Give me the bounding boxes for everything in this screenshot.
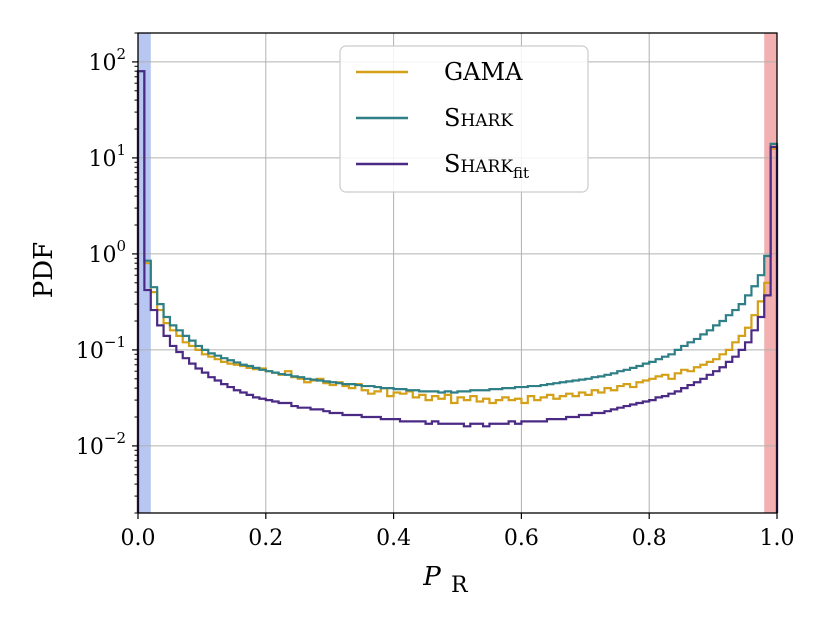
series-line-shark-fit: [136, 70, 779, 513]
y-tick-label: 10−1: [76, 333, 126, 364]
axis-ticks: 0.0 0.2 0.4 0.6 0.8 1.0 10−2 10−1 100 101 102: [76, 32, 795, 551]
legend-box: [339, 45, 589, 193]
plot-frame: [137, 32, 778, 514]
y-tick-label: 101: [88, 141, 126, 172]
legend-label-gama: GAMA: [444, 58, 523, 86]
legend-label-shark: Shark: [444, 104, 513, 132]
y-tick-label: 100: [88, 237, 126, 268]
series-line-shark: [136, 70, 779, 513]
x-axis-label-subscript: R: [451, 573, 469, 598]
x-tick-label: 0.6: [504, 526, 539, 551]
x-axis-label: P R: [422, 562, 469, 598]
legend-label-shark-fit: Sharkfit: [444, 150, 529, 182]
x-tick-label: 0.0: [121, 526, 156, 551]
y-tick-label: 102: [88, 45, 126, 76]
x-tick-label: 1.0: [760, 526, 795, 551]
x-tick-label: 0.4: [376, 526, 411, 551]
x-tick-label: 0.8: [632, 526, 667, 551]
x-axis-label-main: P: [422, 562, 441, 592]
histogram-series: [136, 70, 779, 513]
y-axis-label: PDF: [29, 242, 59, 298]
series-line-gama: [136, 70, 779, 513]
y-tick-label: 10−2: [76, 429, 126, 460]
x-tick-label: 0.2: [248, 526, 283, 551]
legend: GAMA Shark Sharkfit: [339, 45, 589, 193]
